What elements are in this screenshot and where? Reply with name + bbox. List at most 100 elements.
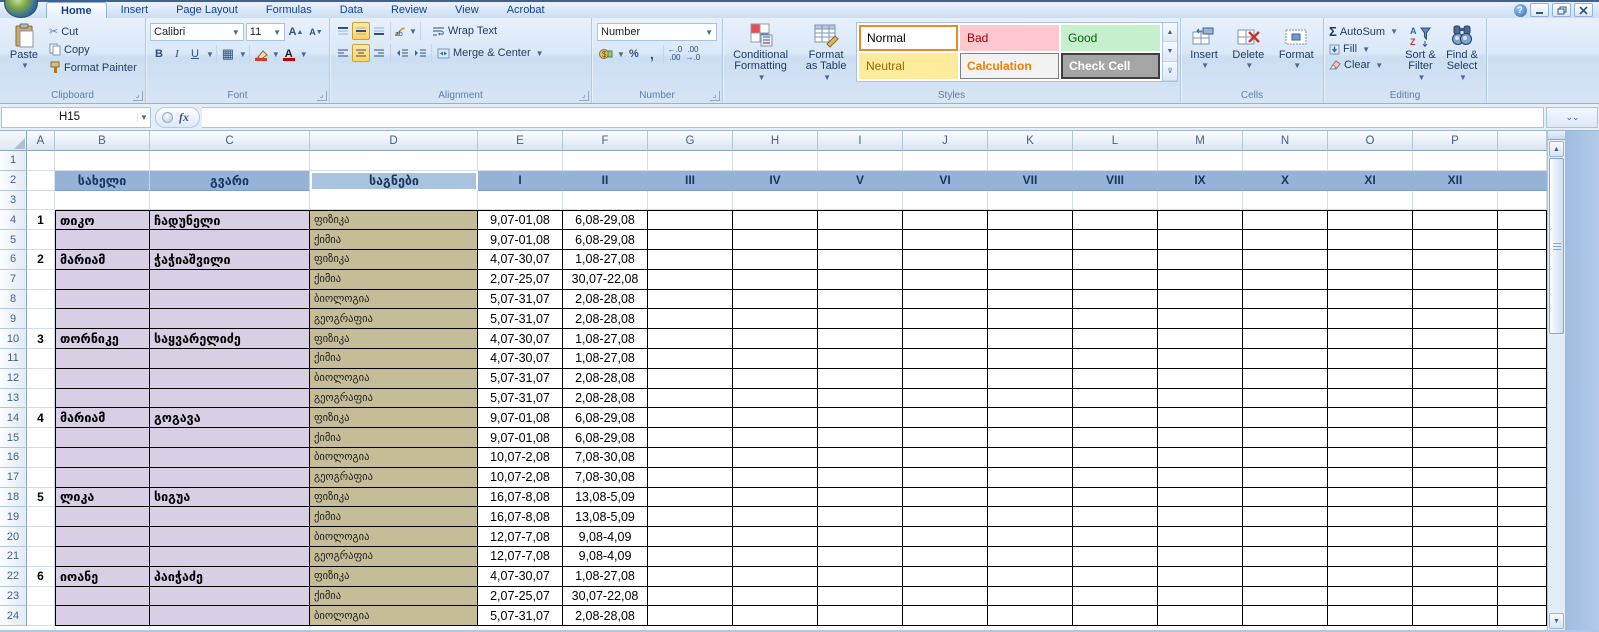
cell-G10[interactable] (648, 329, 733, 349)
cell-N21[interactable] (1243, 546, 1328, 567)
cell-G18[interactable] (648, 487, 733, 508)
cell-N18[interactable] (1243, 487, 1328, 508)
cell-L13[interactable] (1073, 388, 1158, 409)
col-header-L[interactable]: L (1073, 131, 1158, 151)
cell-E6[interactable]: 4,07-30,07 (478, 249, 563, 270)
cell-C19[interactable] (150, 507, 310, 528)
cell-N17[interactable] (1243, 467, 1328, 488)
cell-Q4[interactable] (1498, 210, 1547, 231)
cell-B18[interactable]: ლიკა (55, 487, 150, 508)
cell-M15[interactable] (1158, 428, 1243, 448)
cell-H16[interactable] (733, 447, 818, 468)
cell-K12[interactable] (988, 368, 1073, 389)
cell-N2[interactable]: X (1243, 170, 1328, 191)
cell-H14[interactable] (733, 408, 818, 429)
cell-L6[interactable] (1073, 249, 1158, 270)
cell-N16[interactable] (1243, 447, 1328, 468)
cell-D18[interactable]: ფიზიკა (310, 487, 478, 508)
cell-K8[interactable] (988, 289, 1073, 310)
cell-K21[interactable] (988, 546, 1073, 567)
borders-button[interactable]: ▦ (221, 46, 235, 61)
cell-K7[interactable] (988, 269, 1073, 290)
cell-K5[interactable] (988, 230, 1073, 250)
cell-L24[interactable] (1073, 606, 1158, 627)
format-painter-button[interactable]: Format Painter (46, 60, 140, 75)
cell-H8[interactable] (733, 289, 818, 310)
cell-B3[interactable] (55, 190, 150, 211)
cell-C22[interactable]: პაიჭაძე (150, 566, 310, 587)
cell-G19[interactable] (648, 507, 733, 528)
cell-I5[interactable] (818, 230, 903, 250)
cell-Q21[interactable] (1498, 546, 1547, 567)
cell-J2[interactable]: VI (903, 170, 988, 191)
cell-L4[interactable] (1073, 210, 1158, 231)
row-header-12[interactable]: 12 (0, 368, 27, 389)
cell-E20[interactable]: 12,07-7,08 (478, 527, 563, 547)
clear-button[interactable]: Clear ▼ (1326, 58, 1401, 72)
cell-L17[interactable] (1073, 467, 1158, 488)
style-chip-normal[interactable]: Normal (859, 25, 958, 51)
font-family-combo[interactable]: Calibri ▼ (150, 23, 244, 41)
cell-H3[interactable] (733, 190, 818, 211)
cell-N15[interactable] (1243, 428, 1328, 448)
cell-G20[interactable] (648, 527, 733, 547)
cell-N1[interactable] (1243, 151, 1328, 171)
cell-P16[interactable] (1413, 447, 1498, 468)
cell-P2[interactable]: XII (1413, 170, 1498, 191)
cell-P14[interactable] (1413, 408, 1498, 429)
top-align-button[interactable] (334, 22, 352, 40)
cell-G6[interactable] (648, 249, 733, 270)
cell-D2[interactable]: საგნები (310, 170, 478, 191)
cell-Q14[interactable] (1498, 408, 1547, 429)
cell-I1[interactable] (818, 151, 903, 171)
cell-B15[interactable] (55, 428, 150, 448)
row-header-24[interactable]: 24 (0, 606, 27, 627)
cell-D23[interactable]: ქიმია (310, 586, 478, 607)
style-chip-neutral[interactable]: Neutral (859, 53, 958, 79)
cell-L3[interactable] (1073, 190, 1158, 211)
cell-H20[interactable] (733, 527, 818, 547)
cell-K19[interactable] (988, 507, 1073, 528)
cell-B1[interactable] (55, 151, 150, 171)
cell-A8[interactable] (27, 289, 55, 310)
cell-M20[interactable] (1158, 527, 1243, 547)
col-header-G[interactable]: G (648, 131, 733, 151)
col-header-I[interactable]: I (818, 131, 903, 151)
cell-O14[interactable] (1328, 408, 1413, 429)
cell-L18[interactable] (1073, 487, 1158, 508)
row-header-2[interactable]: 2 (0, 170, 27, 191)
row-header-8[interactable]: 8 (0, 289, 27, 310)
style-chip-check-cell[interactable]: Check Cell (1061, 53, 1160, 79)
align-center-button[interactable] (352, 44, 370, 62)
row-header-18[interactable]: 18 (0, 487, 27, 508)
cell-L23[interactable] (1073, 586, 1158, 607)
cell-D21[interactable]: გეოგრაფია (310, 546, 478, 567)
cell-A10[interactable]: 3 (27, 329, 55, 349)
cell-C23[interactable] (150, 586, 310, 607)
cell-J13[interactable] (903, 388, 988, 409)
cell-G23[interactable] (648, 586, 733, 607)
cell-P10[interactable] (1413, 329, 1498, 349)
cell-M19[interactable] (1158, 507, 1243, 528)
cell-O20[interactable] (1328, 527, 1413, 547)
cell-I11[interactable] (818, 348, 903, 369)
cell-G12[interactable] (648, 368, 733, 389)
col-header-D[interactable]: D (310, 131, 478, 151)
copy-button[interactable]: Copy (46, 42, 140, 57)
cell-Q15[interactable] (1498, 428, 1547, 448)
cell-G15[interactable] (648, 428, 733, 448)
cell-J19[interactable] (903, 507, 988, 528)
cell-P4[interactable] (1413, 210, 1498, 231)
row-header-10[interactable]: 10 (0, 329, 27, 349)
format-as-table-button[interactable]: Format as Table ▼ (796, 20, 856, 85)
cell-H17[interactable] (733, 467, 818, 488)
increase-indent-button[interactable] (411, 44, 429, 62)
cell-D7[interactable]: ქიმია (310, 269, 478, 290)
cell-C7[interactable] (150, 269, 310, 290)
cell-H19[interactable] (733, 507, 818, 528)
cell-B22[interactable]: იოანე (55, 566, 150, 587)
format-cells-button[interactable]: Format ▼ (1275, 24, 1318, 72)
cell-E23[interactable]: 2,07-25,07 (478, 586, 563, 607)
cell-P7[interactable] (1413, 269, 1498, 290)
